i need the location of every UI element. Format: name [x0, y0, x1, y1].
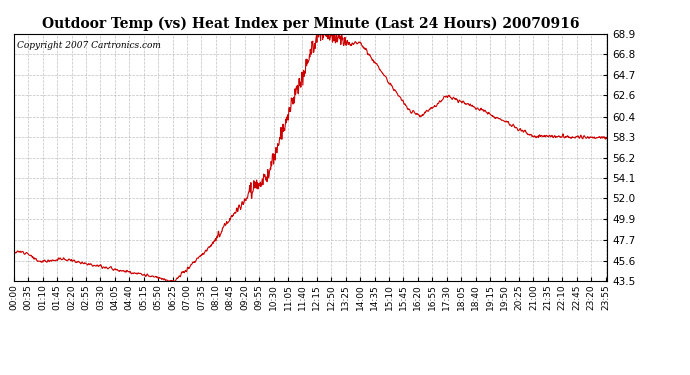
Text: Copyright 2007 Cartronics.com: Copyright 2007 Cartronics.com — [17, 41, 161, 50]
Title: Outdoor Temp (vs) Heat Index per Minute (Last 24 Hours) 20070916: Outdoor Temp (vs) Heat Index per Minute … — [42, 17, 579, 31]
